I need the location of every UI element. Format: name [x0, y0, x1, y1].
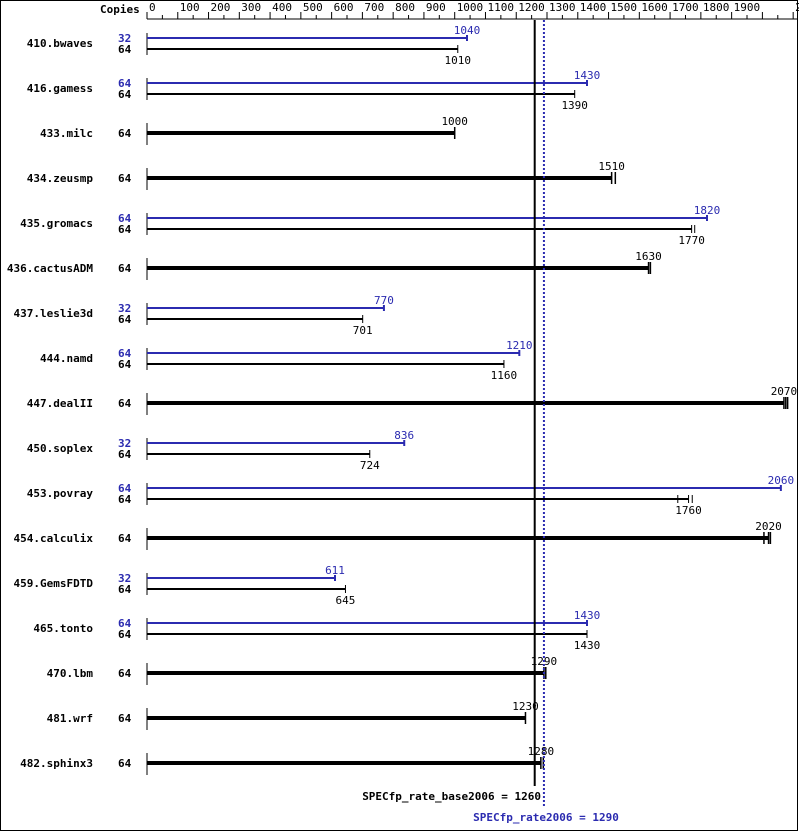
x-tick-label: 1400	[580, 1, 607, 14]
base-copies: 64	[118, 628, 132, 641]
benchmark-name: 453.povray	[27, 487, 94, 500]
x-tick-label: 500	[303, 1, 323, 14]
base-value-label: 1000	[441, 115, 468, 128]
peak-copies: 64	[118, 212, 132, 225]
x-tick-label: 300	[241, 1, 261, 14]
peak-value-label: 611	[325, 564, 345, 577]
benchmark-name: 447.dealII	[27, 397, 93, 410]
base-value-label: 2070	[771, 385, 798, 398]
base-value-label: 1280	[528, 745, 555, 758]
peak-value-label: 836	[394, 429, 414, 442]
base-copies: 64	[118, 43, 132, 56]
base-copies: 64	[118, 88, 132, 101]
base-value-label: 1230	[512, 700, 539, 713]
base-copies: 64	[118, 532, 132, 545]
x-tick-label: 1800	[703, 1, 730, 14]
base-metric-label: SPECfp_rate_base2006 = 1260	[362, 790, 541, 803]
benchmark-name: 482.sphinx3	[20, 757, 93, 770]
x-tick-label: 700	[364, 1, 384, 14]
benchmark-name: 410.bwaves	[27, 37, 93, 50]
base-value-label: 1770	[678, 234, 705, 247]
peak-copies: 32	[118, 437, 131, 450]
x-tick-label: 900	[426, 1, 446, 14]
x-tick-label: 1300	[549, 1, 576, 14]
peak-value-label: 1040	[454, 24, 481, 37]
base-copies: 64	[118, 223, 132, 236]
x-tick-label: 0	[149, 1, 156, 14]
peak-copies: 32	[118, 32, 131, 45]
peak-copies: 64	[118, 77, 132, 90]
peak-value-label: 2060	[768, 474, 795, 487]
base-value-label: 1010	[445, 54, 472, 67]
x-tick-label: 800	[395, 1, 415, 14]
peak-copies: 64	[118, 482, 132, 495]
base-value-label: 724	[360, 459, 380, 472]
benchmark-name: 459.GemsFDTD	[14, 577, 94, 590]
peak-value-label: 1430	[574, 69, 601, 82]
x-tick-label: 400	[272, 1, 292, 14]
x-tick-label: 1600	[641, 1, 668, 14]
base-copies: 64	[118, 757, 132, 770]
x-tick-label: 1900	[734, 1, 761, 14]
base-value-label: 1630	[635, 250, 662, 263]
peak-value-label: 1210	[506, 339, 533, 352]
base-copies: 64	[118, 493, 132, 506]
benchmark-name: 435.gromacs	[20, 217, 93, 230]
peak-copies: 64	[118, 347, 132, 360]
x-tick-label: 1000	[457, 1, 484, 14]
base-copies: 64	[118, 448, 132, 461]
peak-copies: 32	[118, 302, 131, 315]
base-copies: 64	[118, 358, 132, 371]
peak-value-label: 1820	[694, 204, 721, 217]
benchmark-name: 454.calculix	[14, 532, 94, 545]
base-value-label: 1510	[598, 160, 625, 173]
peak-value-label: 770	[374, 294, 394, 307]
peak-metric-label: SPECfp_rate2006 = 1290	[473, 811, 619, 824]
base-value-label: 1760	[675, 504, 702, 517]
x-tick-label: 600	[334, 1, 354, 14]
copies-header: Copies	[100, 3, 140, 16]
benchmark-name: 434.zeusmp	[27, 172, 94, 185]
base-value-label: 2020	[755, 520, 782, 533]
x-tick-label: 100	[180, 1, 200, 14]
benchmark-name: 437.leslie3d	[14, 307, 93, 320]
x-tick-label: 1500	[611, 1, 638, 14]
x-tick-label: 1700	[672, 1, 699, 14]
benchmark-name: 433.milc	[40, 127, 93, 140]
base-copies: 64	[118, 313, 132, 326]
benchmark-name: 444.namd	[40, 352, 93, 365]
x-tick-label: 1100	[487, 1, 513, 14]
base-value-label: 645	[336, 594, 356, 607]
base-value-label: 701	[353, 324, 373, 337]
x-tick-label: 200	[211, 1, 231, 14]
benchmark-name: 436.cactusADM	[7, 262, 93, 275]
peak-value-label: 1430	[574, 609, 601, 622]
base-copies: 64	[118, 583, 132, 596]
x-tick-label: 1200	[518, 1, 545, 14]
peak-copies: 64	[118, 617, 132, 630]
x-tick-label: 2100	[795, 1, 799, 14]
benchmark-name: 450.soplex	[27, 442, 94, 455]
benchmark-name: 481.wrf	[47, 712, 93, 725]
base-value-label: 1160	[491, 369, 518, 382]
base-copies: 64	[118, 397, 132, 410]
base-copies: 64	[118, 667, 132, 680]
base-copies: 64	[118, 262, 132, 275]
benchmark-name: 470.lbm	[47, 667, 94, 680]
base-copies: 64	[118, 172, 132, 185]
base-value-label: 1390	[561, 99, 588, 112]
base-copies: 64	[118, 712, 132, 725]
base-value-label: 1430	[574, 639, 601, 652]
peak-copies: 32	[118, 572, 131, 585]
benchmark-name: 465.tonto	[33, 622, 93, 635]
base-copies: 64	[118, 127, 132, 140]
benchmark-name: 416.gamess	[27, 82, 93, 95]
